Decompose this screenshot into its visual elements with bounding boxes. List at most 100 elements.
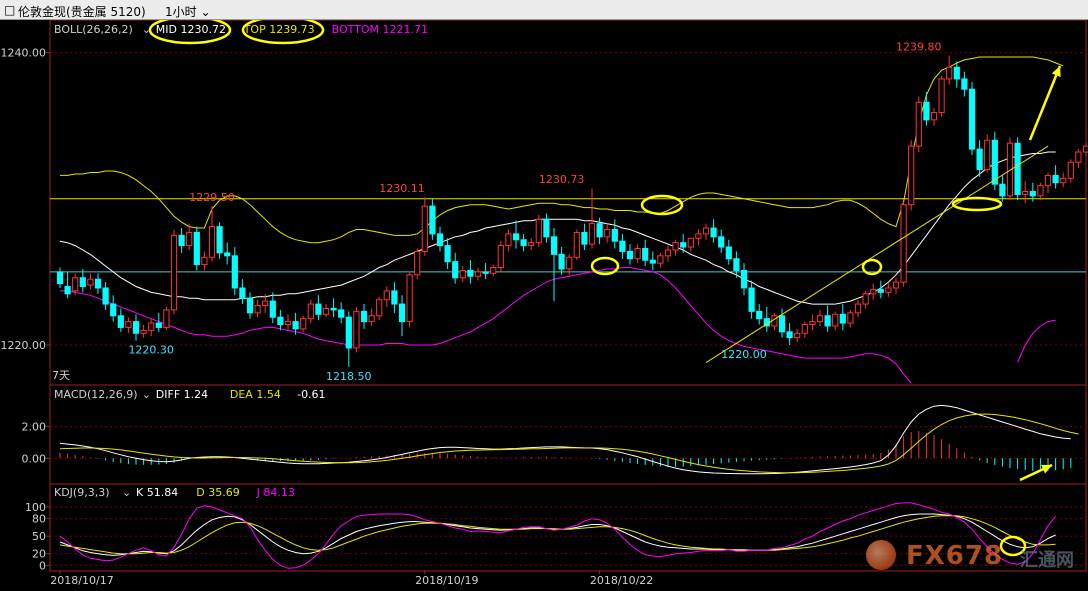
- candle-body: [1006, 142, 1014, 197]
- candle: [946, 55, 953, 85]
- candle: [178, 228, 185, 253]
- candle: [968, 81, 976, 155]
- candle-body: [429, 205, 436, 235]
- y-tick-label: 20: [32, 548, 46, 561]
- candle-body: [512, 233, 520, 241]
- candle: [353, 306, 360, 353]
- candle-body: [847, 312, 854, 324]
- candle-body: [102, 287, 109, 305]
- candle-body: [284, 321, 292, 326]
- kdj-j-line: [59, 502, 1056, 569]
- candle: [474, 267, 482, 281]
- candle: [862, 290, 869, 309]
- candle: [368, 308, 375, 326]
- candle-body: [315, 303, 322, 315]
- candle-body: [581, 231, 588, 245]
- annotation-arrowhead: [1051, 66, 1061, 77]
- candle-body: [649, 259, 656, 264]
- candle-body: [543, 218, 550, 238]
- candle: [360, 304, 368, 329]
- candle-body: [307, 303, 314, 320]
- candle-body: [725, 246, 732, 260]
- candle: [338, 302, 345, 324]
- candle-body: [999, 183, 1006, 197]
- candle-body: [140, 329, 147, 334]
- candle: [816, 309, 824, 326]
- candle-body: [1029, 190, 1036, 197]
- candle: [459, 266, 466, 283]
- candle: [581, 223, 588, 250]
- candle: [163, 306, 170, 331]
- candle-body: [961, 78, 968, 90]
- candle: [588, 188, 596, 249]
- price-label: 1229.50: [189, 191, 235, 204]
- candle-body: [224, 252, 231, 257]
- period-selector[interactable]: 1小时 ⌄: [165, 3, 211, 20]
- candle: [611, 219, 618, 249]
- candle: [505, 229, 512, 252]
- candle-body: [64, 286, 71, 295]
- candle: [664, 245, 672, 262]
- candle-body: [452, 261, 459, 279]
- candle: [208, 206, 216, 262]
- boll-mid-line: [59, 151, 1056, 305]
- candle-body: [436, 233, 444, 247]
- candle: [1044, 172, 1052, 193]
- annotation-circle: [640, 194, 684, 216]
- candle: [877, 280, 884, 299]
- candle: [186, 223, 193, 250]
- candle: [398, 295, 406, 337]
- candle: [300, 315, 307, 332]
- candle-body: [870, 288, 877, 295]
- candle-body: [786, 331, 793, 339]
- kdj-d-line: [59, 515, 1056, 555]
- candle-body: [900, 204, 907, 283]
- candle-body: [292, 321, 299, 330]
- candle-body: [938, 78, 945, 114]
- candle-body: [946, 66, 953, 80]
- candle-body: [1022, 190, 1029, 195]
- candle: [748, 280, 755, 319]
- candle-body: [216, 226, 223, 254]
- candle-body: [360, 310, 368, 323]
- candle: [406, 271, 413, 328]
- candle: [216, 222, 223, 259]
- candle-body: [748, 287, 755, 312]
- candle: [307, 299, 314, 324]
- candle: [269, 292, 276, 324]
- trend-line: [705, 145, 1049, 363]
- candle: [680, 233, 687, 253]
- watermark: FX678: [866, 540, 1002, 574]
- candle-body: [809, 321, 816, 326]
- candle: [1014, 137, 1021, 201]
- candle: [718, 229, 725, 253]
- candle-body: [778, 315, 786, 333]
- candle: [262, 293, 269, 313]
- indicator-name: BOLL(26,26,2): [54, 23, 133, 36]
- boll-bottom-line: [60, 267, 1056, 384]
- candle-body: [163, 309, 170, 328]
- candle: [733, 251, 740, 278]
- candle: [999, 175, 1006, 202]
- indicator-value: D 35.69: [196, 486, 239, 499]
- candle-body: [262, 300, 269, 307]
- annotation-arrow: [1028, 65, 1062, 141]
- candle: [778, 308, 786, 338]
- candle-body: [72, 277, 79, 292]
- x-tick-label: 2018/10/22: [590, 574, 653, 587]
- y-tick-label: 2.00: [22, 421, 47, 434]
- candle-body: [444, 245, 451, 263]
- candle: [414, 248, 421, 280]
- candle: [702, 223, 710, 240]
- candle: [125, 317, 132, 334]
- candle: [376, 296, 383, 321]
- candle: [649, 251, 656, 271]
- candle: [421, 197, 428, 256]
- annotation-circle: [241, 20, 325, 45]
- indicator-value: -0.61: [297, 388, 325, 401]
- candle-body: [558, 253, 565, 270]
- candle: [543, 213, 550, 243]
- candle-body: [634, 248, 641, 260]
- candle-body: [208, 226, 216, 258]
